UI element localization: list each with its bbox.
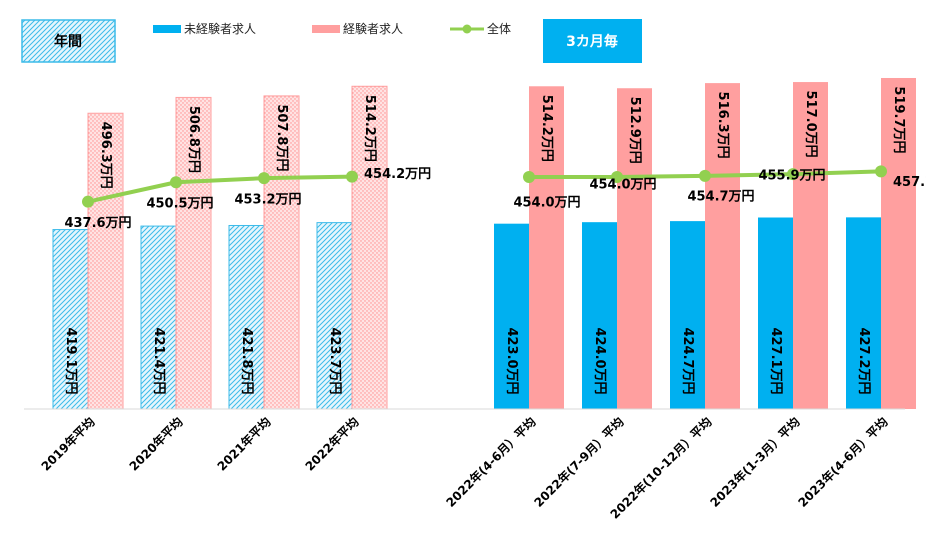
value-label-experienced: 496.3万円 xyxy=(98,122,113,189)
bar-inexperienced xyxy=(228,224,265,410)
value-labels: 419.1万円 496.3万円 421.4万円 506.8万円 421.8万円 507.8… xyxy=(63,86,926,394)
point-overall xyxy=(699,169,711,182)
period-tag-quarterly: 3カ月毎 xyxy=(543,19,642,63)
value-label-overall: 454.2万円 xyxy=(364,167,431,182)
value-label-experienced: 507.8万円 xyxy=(274,104,289,171)
bar-experienced xyxy=(263,95,300,410)
value-label-inexperienced: 423.7万円 xyxy=(327,327,342,394)
value-label-inexperienced: 424.7万円 xyxy=(680,327,695,394)
value-label-experienced: 516.3万円 xyxy=(715,92,730,159)
legend-swatch-experienced xyxy=(312,25,340,33)
value-label-overall: 437.6万円 xyxy=(64,216,131,231)
value-label-inexperienced: 424.0万円 xyxy=(592,327,607,394)
value-label-inexperienced: 423.0万円 xyxy=(504,327,519,394)
value-label-overall: 453.2万円 xyxy=(234,193,301,208)
value-label-experienced: 519.7万円 xyxy=(891,86,906,153)
bar-inexperienced xyxy=(494,223,529,409)
value-label-overall: 455.9万円 xyxy=(758,169,825,184)
legend-label-experienced: 経験者求人 xyxy=(343,21,403,36)
value-label-inexperienced: 421.8万円 xyxy=(239,327,254,394)
period-tag-annual-box xyxy=(21,19,116,63)
legend-item-overall: 全体 xyxy=(450,21,511,36)
period-tag-quarterly-label: 3カ月毎 xyxy=(566,33,618,50)
value-label-overall: 454.0万円 xyxy=(513,195,580,210)
category-label: 2023年(1-3月）平均 xyxy=(707,414,803,510)
bar-experienced xyxy=(705,83,740,409)
value-label-inexperienced: 421.4万円 xyxy=(151,327,166,394)
value-label-overall: 454.0万円 xyxy=(589,177,656,192)
bar-experienced xyxy=(175,96,212,410)
point-overall xyxy=(611,170,623,183)
bar-experienced xyxy=(793,82,828,409)
point-overall xyxy=(170,176,182,189)
bar-experienced xyxy=(529,86,564,409)
bars xyxy=(52,77,916,410)
bar-inexperienced xyxy=(670,221,705,409)
legend: 未経験者求人 経験者求人 全体 xyxy=(153,21,511,36)
point-overall xyxy=(258,172,270,185)
category-labels: 2019年平均 2020年平均 2021年平均 2022年平均 2022年(4-6月）平… xyxy=(38,414,891,522)
line-series-overall xyxy=(82,165,887,208)
point-overall xyxy=(82,195,94,208)
legend-marker-overall xyxy=(462,24,472,34)
point-overall xyxy=(875,165,887,178)
value-label-overall: 457.7万円 xyxy=(893,175,926,190)
bar-inexperienced xyxy=(846,217,881,409)
line-overall-annual xyxy=(87,174,353,204)
category-label: 2019年平均 xyxy=(38,414,98,474)
legend-label-inexperienced: 未経験者求人 xyxy=(184,21,256,36)
category-label: 2022年(4-6月）平均 xyxy=(443,414,539,510)
bar-inexperienced xyxy=(582,222,617,409)
category-label: 2022年(10-12月）平均 xyxy=(607,414,715,522)
period-tag-annual: 年間 xyxy=(21,19,116,63)
value-label-experienced: 517.0万円 xyxy=(803,90,818,157)
legend-swatch-inexperienced xyxy=(153,25,181,33)
value-label-experienced: 514.2万円 xyxy=(539,95,554,162)
value-label-overall: 450.5万円 xyxy=(146,197,213,212)
value-label-overall: 454.7万円 xyxy=(687,189,754,204)
legend-item-inexperienced: 未経験者求人 xyxy=(153,21,256,36)
legend-label-overall: 全体 xyxy=(487,21,511,36)
value-label-inexperienced: 427.1万円 xyxy=(768,327,783,394)
category-label: 2021年平均 xyxy=(214,414,274,474)
period-tag-annual-label: 年間 xyxy=(54,33,82,50)
period-tag-quarterly-box xyxy=(543,19,642,63)
value-label-experienced: 506.8万円 xyxy=(186,106,201,173)
point-overall xyxy=(787,168,799,181)
value-label-inexperienced: 427.2万円 xyxy=(856,327,871,394)
point-overall xyxy=(346,170,358,183)
bar-inexperienced xyxy=(140,225,177,410)
value-label-experienced: 514.2万円 xyxy=(362,95,377,162)
point-overall xyxy=(523,170,535,183)
value-label-inexperienced: 419.1万円 xyxy=(63,327,78,394)
bar-experienced xyxy=(351,85,388,410)
legend-item-experienced: 経験者求人 xyxy=(312,21,403,36)
category-label: 2023年(4-6月）平均 xyxy=(795,414,891,510)
category-label: 2020年平均 xyxy=(126,414,186,474)
category-label: 2022年(7-9月）平均 xyxy=(531,414,627,510)
value-label-experienced: 512.9万円 xyxy=(627,97,642,164)
bar-experienced xyxy=(881,77,916,409)
bar-experienced xyxy=(617,88,652,410)
bar-inexperienced xyxy=(758,217,793,409)
category-label: 2022年平均 xyxy=(302,414,362,474)
bar-experienced xyxy=(87,112,124,410)
